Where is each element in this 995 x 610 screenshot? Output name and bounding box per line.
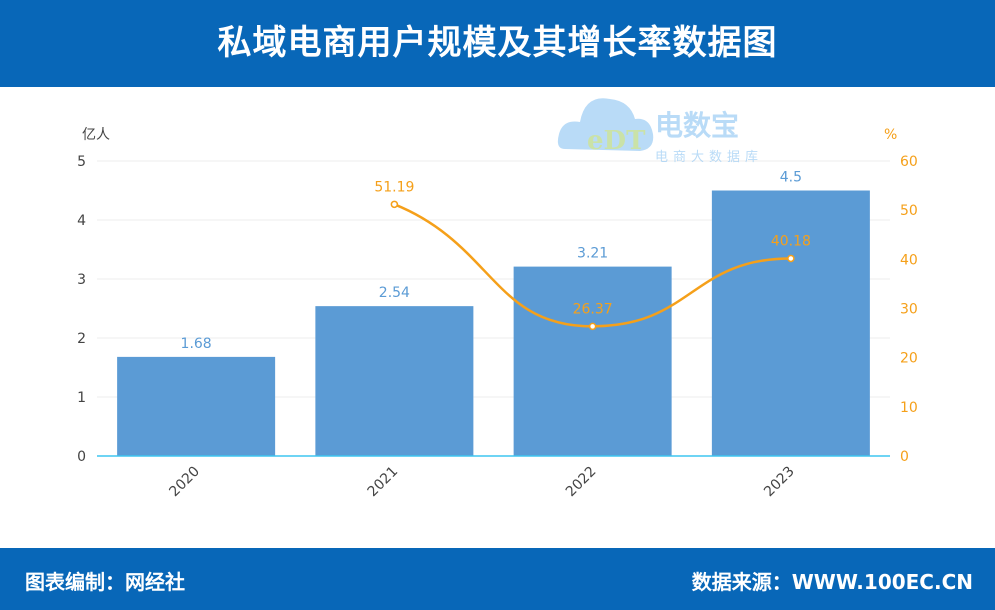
x-tick-label: 2022 bbox=[563, 464, 600, 501]
svg-text:电数宝: 电数宝 bbox=[655, 109, 739, 142]
bar bbox=[117, 356, 276, 456]
bar bbox=[315, 306, 474, 456]
left-tick-label: 3 bbox=[77, 272, 86, 288]
growth-label: 40.18 bbox=[771, 233, 811, 249]
growth-point bbox=[390, 200, 399, 209]
bar-label: 2.54 bbox=[379, 285, 410, 301]
right-tick-label: 60 bbox=[900, 154, 918, 170]
growth-point bbox=[588, 322, 597, 331]
bar bbox=[513, 266, 672, 456]
logo: eDT 电数宝 电商大数据库 bbox=[557, 98, 763, 165]
right-tick-label: 0 bbox=[900, 449, 909, 465]
left-tick-label: 4 bbox=[77, 213, 86, 229]
right-axis-label: % bbox=[884, 127, 897, 143]
footer-credit: 图表编制：网经社 bbox=[25, 570, 185, 594]
right-tick-label: 30 bbox=[900, 302, 918, 318]
growth-label: 26.37 bbox=[573, 301, 613, 317]
right-tick-label: 10 bbox=[900, 400, 918, 416]
bar bbox=[711, 190, 870, 456]
left-tick-label: 2 bbox=[77, 331, 86, 347]
growth-point bbox=[787, 254, 795, 263]
footer-source: 数据来源：WWW.100EC.CN bbox=[691, 570, 973, 594]
right-tick-label: 20 bbox=[900, 351, 918, 367]
growth-label: 51.19 bbox=[374, 179, 414, 195]
left-tick-label: 0 bbox=[77, 449, 86, 465]
footer: 图表编制：网经社 数据来源：WWW.100EC.CN bbox=[0, 548, 995, 610]
bar-label: 4.5 bbox=[780, 170, 802, 186]
right-tick-label: 40 bbox=[900, 252, 918, 268]
chart-title: 私域电商用户规模及其增长率数据图 bbox=[0, 0, 995, 87]
left-tick-label: 1 bbox=[77, 390, 86, 406]
left-tick-label: 5 bbox=[77, 154, 86, 170]
right-tick-label: 50 bbox=[900, 203, 918, 219]
svg-text:电商大数据库: 电商大数据库 bbox=[655, 149, 763, 165]
svg-text:eDT: eDT bbox=[587, 126, 646, 156]
bar-label: 1.68 bbox=[181, 336, 212, 352]
bar-label: 3.21 bbox=[577, 246, 608, 262]
x-tick-label: 2021 bbox=[365, 464, 402, 501]
x-tick-label: 2020 bbox=[166, 464, 203, 501]
left-axis-label: 亿人 bbox=[82, 127, 110, 143]
x-tick-label: 2023 bbox=[761, 464, 798, 501]
